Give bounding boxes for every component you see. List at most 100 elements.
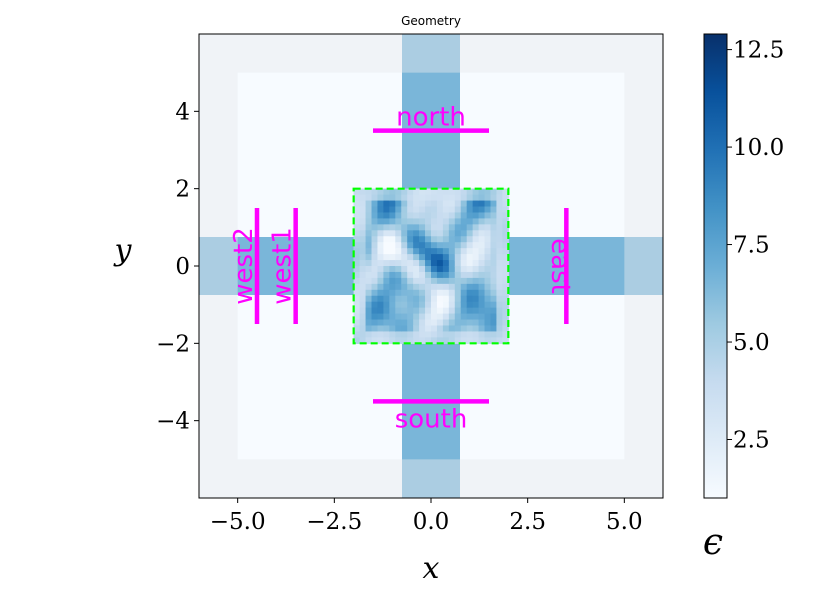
design-cell bbox=[478, 236, 486, 243]
design-cell bbox=[478, 295, 486, 303]
design-cell bbox=[359, 254, 367, 261]
design-cell bbox=[496, 212, 503, 220]
design-cell bbox=[442, 307, 450, 315]
design-cell bbox=[383, 194, 390, 202]
design-cell bbox=[496, 224, 503, 231]
design-cell bbox=[472, 224, 480, 231]
design-cell bbox=[389, 266, 396, 273]
colorbar-ticks: 2.5 5.0 7.5 10.0 12.5 bbox=[727, 38, 784, 454]
design-cell bbox=[425, 224, 432, 231]
design-cell bbox=[442, 319, 450, 327]
y-tick-label: −4 bbox=[156, 409, 190, 435]
design-cell bbox=[478, 194, 486, 202]
design-cell bbox=[490, 236, 498, 243]
design-cell bbox=[478, 319, 486, 327]
design-cell bbox=[353, 188, 361, 196]
design-cell bbox=[425, 194, 432, 202]
monitor-east-label: east bbox=[545, 238, 575, 294]
design-cell bbox=[425, 188, 432, 196]
design-cell bbox=[359, 301, 367, 309]
design-cell bbox=[389, 277, 396, 285]
design-cell bbox=[460, 254, 468, 261]
design-cell bbox=[454, 271, 462, 279]
design-cell bbox=[442, 254, 450, 261]
design-cell bbox=[353, 212, 361, 220]
design-cell bbox=[472, 194, 480, 202]
design-cell bbox=[484, 301, 492, 309]
design-cell bbox=[431, 283, 438, 291]
design-cell bbox=[383, 277, 390, 285]
design-cell bbox=[407, 331, 414, 338]
design-cell bbox=[460, 224, 468, 231]
design-cell bbox=[371, 236, 379, 243]
pml-band bbox=[624, 72, 663, 460]
design-cell bbox=[448, 277, 456, 285]
design-cell bbox=[359, 337, 367, 344]
design-cell bbox=[496, 266, 503, 273]
monitor-north-label: north bbox=[396, 103, 466, 133]
design-cell bbox=[502, 319, 509, 327]
design-cell bbox=[431, 313, 438, 321]
design-cell bbox=[460, 212, 468, 220]
design-cell bbox=[484, 194, 492, 202]
design-cell bbox=[431, 188, 438, 196]
design-cell bbox=[454, 194, 462, 202]
design-cell bbox=[419, 224, 426, 231]
design-cell bbox=[377, 331, 385, 338]
design-cell bbox=[389, 289, 396, 297]
design-cell bbox=[419, 331, 426, 338]
design-cell bbox=[478, 218, 486, 225]
design-cell bbox=[460, 266, 468, 273]
design-cell bbox=[484, 295, 492, 303]
design-cell bbox=[365, 307, 373, 315]
design-cell bbox=[460, 206, 468, 214]
design-cell bbox=[466, 319, 474, 327]
design-cell bbox=[359, 295, 367, 303]
design-cell bbox=[353, 319, 361, 327]
design-cell bbox=[460, 218, 468, 225]
design-cell bbox=[490, 271, 498, 279]
design-cell bbox=[442, 289, 450, 297]
design-cell bbox=[472, 337, 480, 344]
design-cell bbox=[407, 325, 414, 333]
design-cell bbox=[466, 301, 474, 309]
design-cell bbox=[377, 319, 385, 327]
design-cell bbox=[448, 295, 456, 303]
design-cell bbox=[460, 283, 468, 291]
design-cell bbox=[472, 313, 480, 321]
design-cell bbox=[413, 271, 420, 279]
design-cell bbox=[425, 325, 432, 333]
design-cell bbox=[502, 260, 509, 267]
design-cell bbox=[413, 248, 420, 255]
design-cell bbox=[401, 266, 408, 273]
design-cell bbox=[478, 307, 486, 315]
design-cell bbox=[377, 271, 385, 279]
monitor-west2-label: west2 bbox=[229, 227, 259, 305]
design-cell bbox=[407, 319, 414, 327]
design-cell bbox=[436, 218, 444, 225]
design-cell bbox=[454, 254, 462, 261]
design-cell bbox=[389, 295, 396, 303]
design-cell bbox=[389, 254, 396, 261]
design-cell bbox=[448, 242, 456, 249]
design-cell bbox=[359, 325, 367, 333]
design-cell bbox=[484, 254, 492, 261]
design-cell bbox=[413, 242, 420, 249]
design-cell bbox=[419, 194, 426, 202]
design-cell bbox=[442, 283, 450, 291]
design-cell bbox=[448, 319, 456, 327]
design-cell bbox=[490, 242, 498, 249]
design-cell bbox=[407, 266, 414, 273]
design-cell bbox=[472, 277, 480, 285]
design-cell bbox=[425, 200, 432, 208]
design-cell bbox=[448, 283, 456, 291]
design-cell bbox=[466, 254, 474, 261]
design-cell bbox=[425, 218, 432, 225]
design-cell bbox=[401, 289, 408, 297]
design-cell bbox=[419, 283, 426, 291]
design-cell bbox=[460, 337, 468, 344]
design-cell bbox=[448, 254, 456, 261]
design-cell bbox=[472, 206, 480, 214]
design-cell bbox=[442, 242, 450, 249]
design-cell bbox=[395, 266, 402, 273]
